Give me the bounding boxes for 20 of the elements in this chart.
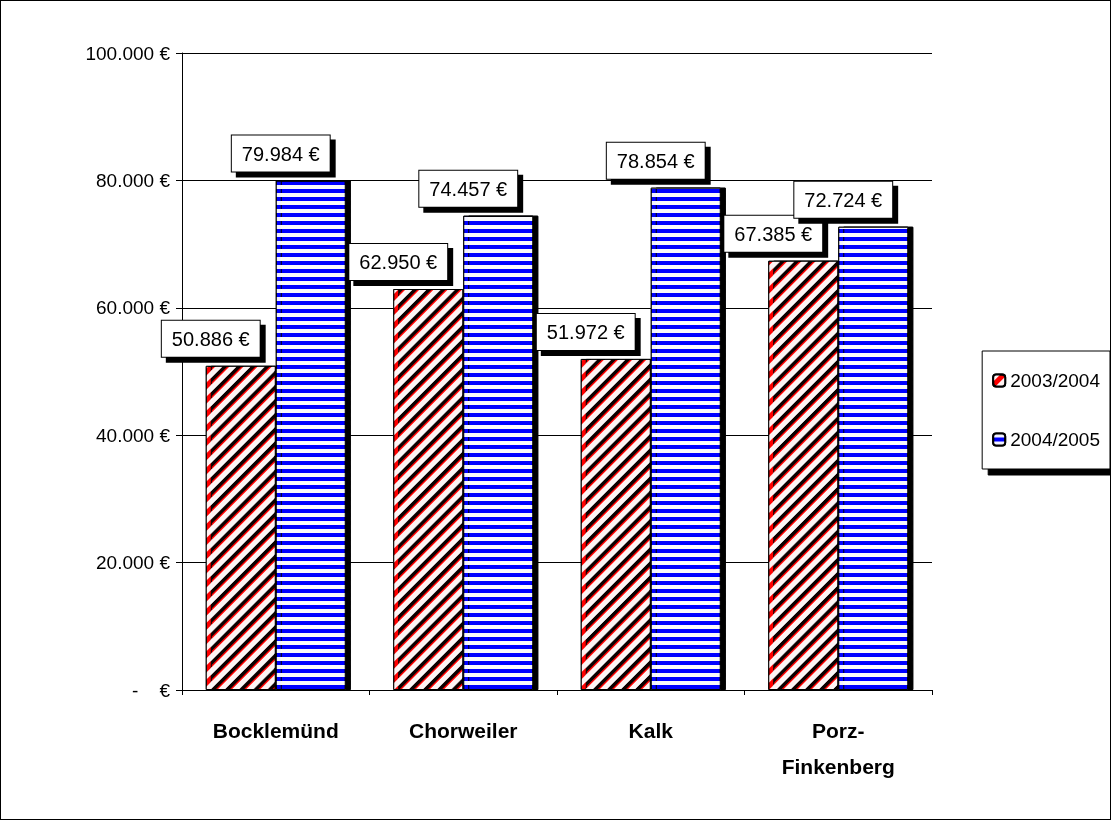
x-tick-label: Kalk [628, 718, 674, 742]
y-tick-label: 60.000 € [96, 297, 171, 319]
x-tick-label: Porz-Finkenberg [781, 718, 895, 778]
data-label: 72.724 € [804, 188, 883, 211]
y-tick-label: 100.000 € [85, 42, 171, 64]
y-tick-label: 20.000 € [96, 552, 171, 574]
legend-label: 2004/2005 [1010, 429, 1101, 450]
data-label: 74.457 € [429, 177, 508, 200]
y-tick-label: 40.000 € [96, 424, 171, 446]
data-label: 78.854 € [616, 149, 695, 172]
legend-label: 2003/2004 [1010, 370, 1101, 391]
data-label: 50.886 € [171, 327, 250, 350]
data-label: 62.950 € [359, 251, 438, 274]
x-tick-label: Chorweiler [408, 718, 518, 742]
data-label: 67.385 € [734, 222, 813, 245]
x-tick-label: Bocklemünd [212, 718, 339, 742]
data-label: 79.984 € [241, 142, 320, 165]
y-tick-label: 80.000 € [96, 169, 171, 191]
y-tick-label: - € [131, 679, 171, 701]
data-label: 51.972 € [546, 320, 625, 343]
